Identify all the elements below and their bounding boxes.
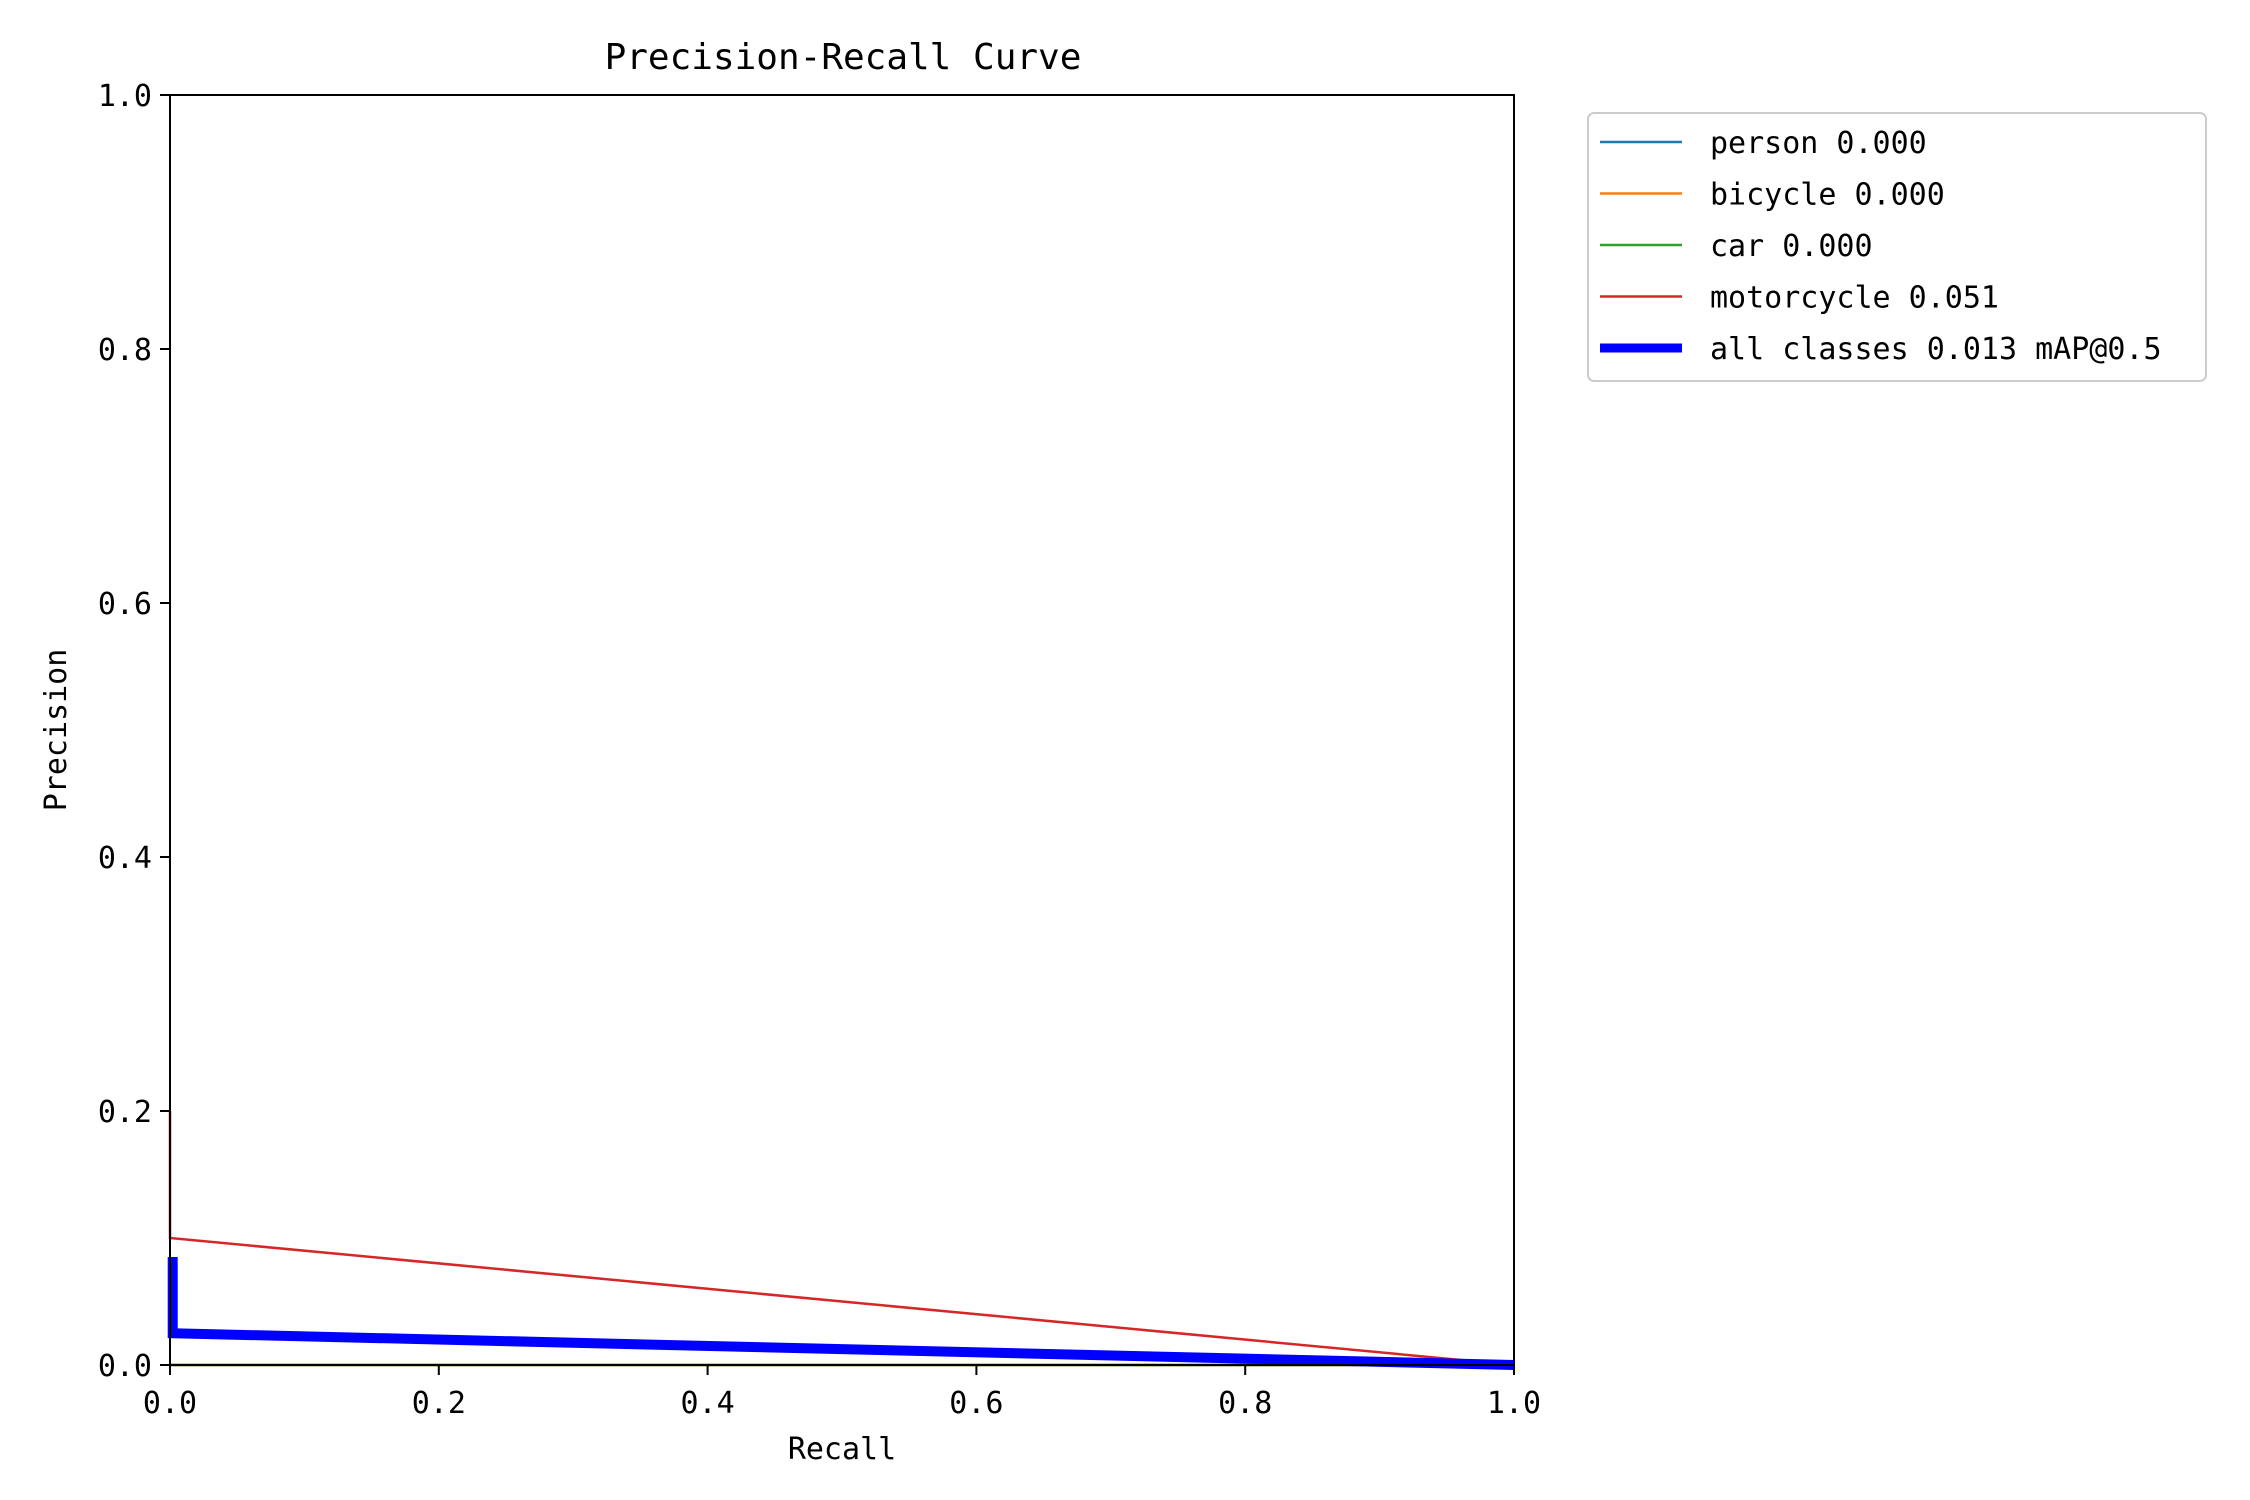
legend-label-person: person 0.000 [1710,126,1927,161]
x-tick-label: 0.4 [681,1386,735,1421]
x-axis: 0.0 0.2 0.4 0.6 0.8 1.0 [143,1365,1541,1421]
x-tick-label: 0.2 [412,1386,466,1421]
legend-frame [1587,112,2207,382]
y-tick-label: 1.0 [98,79,152,114]
y-axis: 0.0 0.2 0.4 0.6 0.8 1.0 [98,79,170,1384]
y-axis-label: Precision [39,649,74,812]
y-tick-label: 0.8 [98,333,152,368]
legend-label-motorcycle: motorcycle 0.051 [1710,281,1999,316]
y-tick-label: 0.4 [98,841,152,876]
chart-title: Precision-Recall Curve [605,37,1082,78]
x-tick-label: 0.6 [949,1386,1003,1421]
x-tick-label: 0.0 [143,1386,197,1421]
legend-label-all-classes: all classes 0.013 mAP@0.5 [1710,332,2162,367]
x-tick-label: 1.0 [1487,1386,1541,1421]
plot-background [170,95,1514,1365]
y-tick-label: 0.6 [98,587,152,622]
legend-label-car: car 0.000 [1710,229,1873,264]
legend-label-bicycle: bicycle 0.000 [1710,178,1945,213]
y-tick-label: 0.0 [98,1349,152,1384]
plot-frame [169,94,1515,1366]
y-tick-label: 0.2 [98,1095,152,1130]
plot-area [167,94,1515,1370]
series-line-all-classes [167,1257,1515,1370]
legend-items: person 0.000 bicycle 0.000 car 0.000 motorc… [1600,126,2162,367]
x-tick-label: 0.8 [1218,1386,1272,1421]
legend: person 0.000 bicycle 0.000 car 0.000 motorc… [1587,112,2207,382]
x-axis-label: Recall [788,1432,896,1467]
